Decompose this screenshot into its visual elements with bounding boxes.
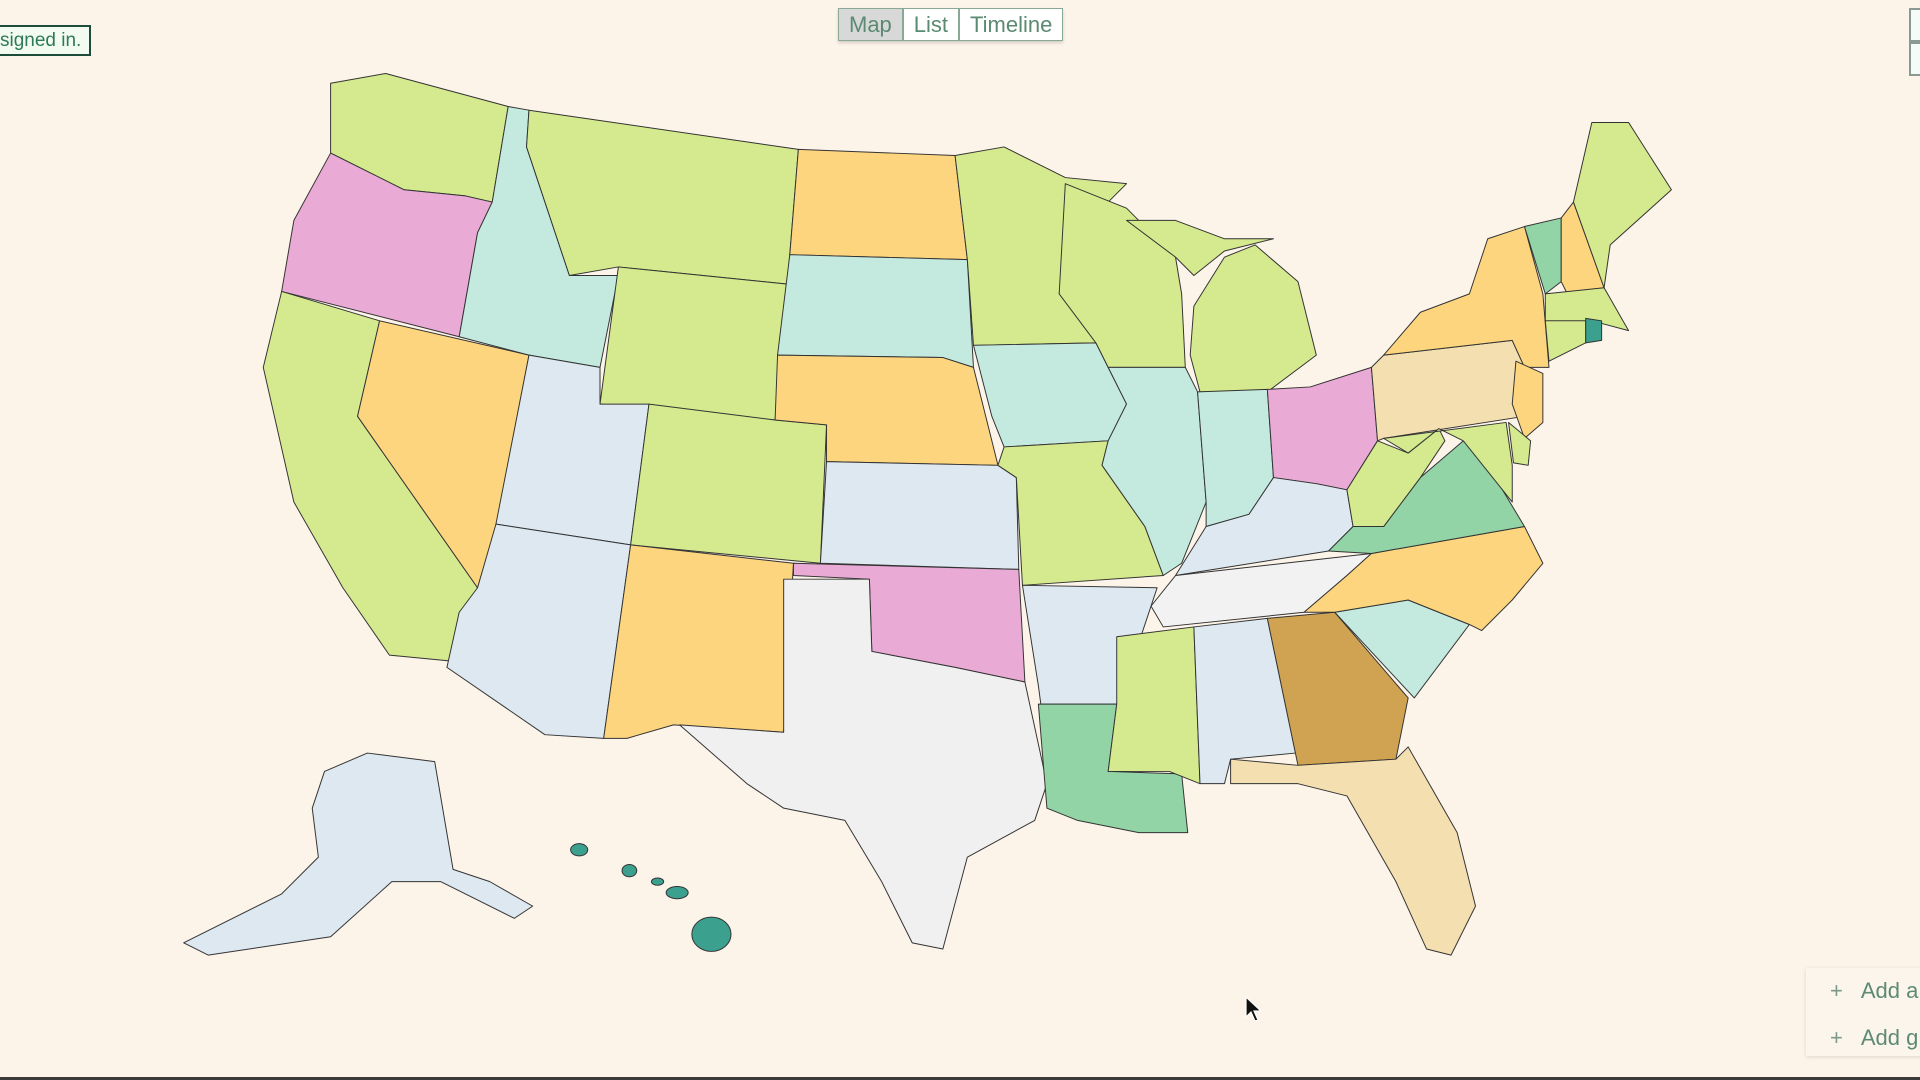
state-MI-UP[interactable] — [1126, 219, 1274, 276]
state-FL[interactable] — [1230, 746, 1476, 956]
timeline-view-button[interactable]: Timeline — [958, 9, 1063, 40]
list-view-button[interactable]: List — [901, 9, 959, 40]
state-DE[interactable] — [1508, 421, 1532, 466]
state-CT[interactable] — [1544, 320, 1587, 362]
right-control-top[interactable] — [1909, 8, 1920, 42]
add-item-button-2[interactable]: + Add g — [1830, 1025, 1918, 1051]
signed-in-status: signed in. — [0, 25, 92, 56]
state-TX[interactable] — [679, 578, 1048, 950]
plus-icon: + — [1830, 978, 1843, 1003]
state-MD[interactable] — [1383, 421, 1513, 503]
right-control-bottom[interactable] — [1909, 42, 1920, 76]
state-SD[interactable] — [777, 254, 974, 368]
state-WV[interactable] — [1346, 428, 1446, 528]
state-KS[interactable] — [819, 461, 1020, 570]
add-item-label: Add g — [1860, 1025, 1919, 1050]
map-view-button[interactable]: Map — [839, 9, 902, 40]
view-toggle[interactable]: Map List Timeline — [838, 8, 1064, 41]
state-CO[interactable] — [630, 403, 828, 564]
state-ND[interactable] — [789, 148, 968, 261]
hawaii-island[interactable] — [691, 916, 732, 952]
state-NM[interactable] — [603, 544, 794, 739]
state-MS[interactable] — [1107, 626, 1201, 785]
state-HI[interactable] — [570, 843, 732, 952]
hawaii-island[interactable] — [665, 886, 689, 900]
plus-icon: + — [1830, 1025, 1843, 1050]
state-NC[interactable] — [1303, 526, 1544, 632]
add-item-label: Add a — [1860, 978, 1919, 1003]
state-AK[interactable] — [183, 752, 534, 956]
add-panel: + Add a + Add g — [1806, 968, 1920, 1056]
state-NJ[interactable] — [1511, 360, 1544, 439]
hawaii-island[interactable] — [650, 877, 665, 886]
hawaii-island[interactable] — [570, 843, 589, 857]
add-item-button-1[interactable]: + Add a — [1830, 978, 1918, 1004]
state-GA[interactable] — [1266, 611, 1409, 766]
state-IL[interactable] — [1101, 366, 1207, 576]
state-WY[interactable] — [599, 266, 788, 421]
hawaii-island[interactable] — [621, 864, 638, 878]
state-MI[interactable] — [1189, 244, 1317, 393]
mouse-cursor-icon — [1245, 995, 1263, 1022]
bottom-border — [0, 1077, 1920, 1080]
state-MA[interactable] — [1544, 287, 1630, 332]
state-RI[interactable] — [1585, 317, 1603, 344]
state-NY[interactable] — [1383, 226, 1550, 368]
state-MT[interactable] — [526, 109, 799, 285]
